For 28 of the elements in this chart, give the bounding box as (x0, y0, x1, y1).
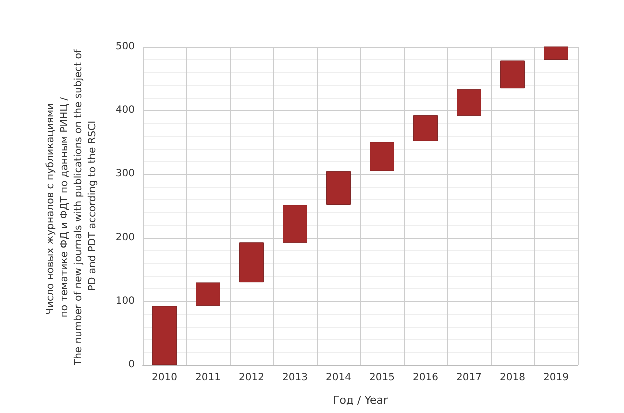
x-tick-label: 2019 (544, 372, 569, 384)
x-tick-label: 2016 (413, 372, 438, 384)
bar (240, 242, 264, 283)
bar (326, 171, 351, 205)
x-tick-label: 2011 (196, 372, 221, 384)
bar (544, 46, 568, 60)
bar (500, 60, 525, 89)
x-axis-title: Год / Year (332, 394, 388, 407)
y-axis-title: Число новых журналов с публикациями по тематике ФД и ФДТ по данным РИНЦ / The number of new journals with publications on the subject of PD and PDT according to the RSCI (46, 46, 98, 367)
bar (196, 282, 220, 306)
y-tick-label: 400 (116, 105, 135, 116)
y-tick-label: 200 (116, 232, 135, 244)
x-tick-label: 2018 (500, 372, 526, 384)
y-tick-label: 300 (116, 168, 135, 180)
bar (370, 142, 394, 172)
x-tick-label: 2012 (239, 372, 264, 384)
y-tick-label: 100 (116, 296, 135, 307)
x-tick-label: 2015 (370, 372, 395, 384)
bar (283, 205, 308, 244)
bar (457, 89, 482, 116)
y-tick-label: 0 (128, 360, 135, 370)
x-tick-label: 2017 (456, 372, 482, 384)
x-tick-label: 2013 (282, 372, 308, 384)
x-tick-label: 2014 (326, 372, 352, 384)
bar (414, 115, 438, 142)
x-tick-label: 2010 (152, 372, 178, 384)
bar (152, 306, 177, 366)
y-tick-label: 500 (116, 42, 135, 52)
